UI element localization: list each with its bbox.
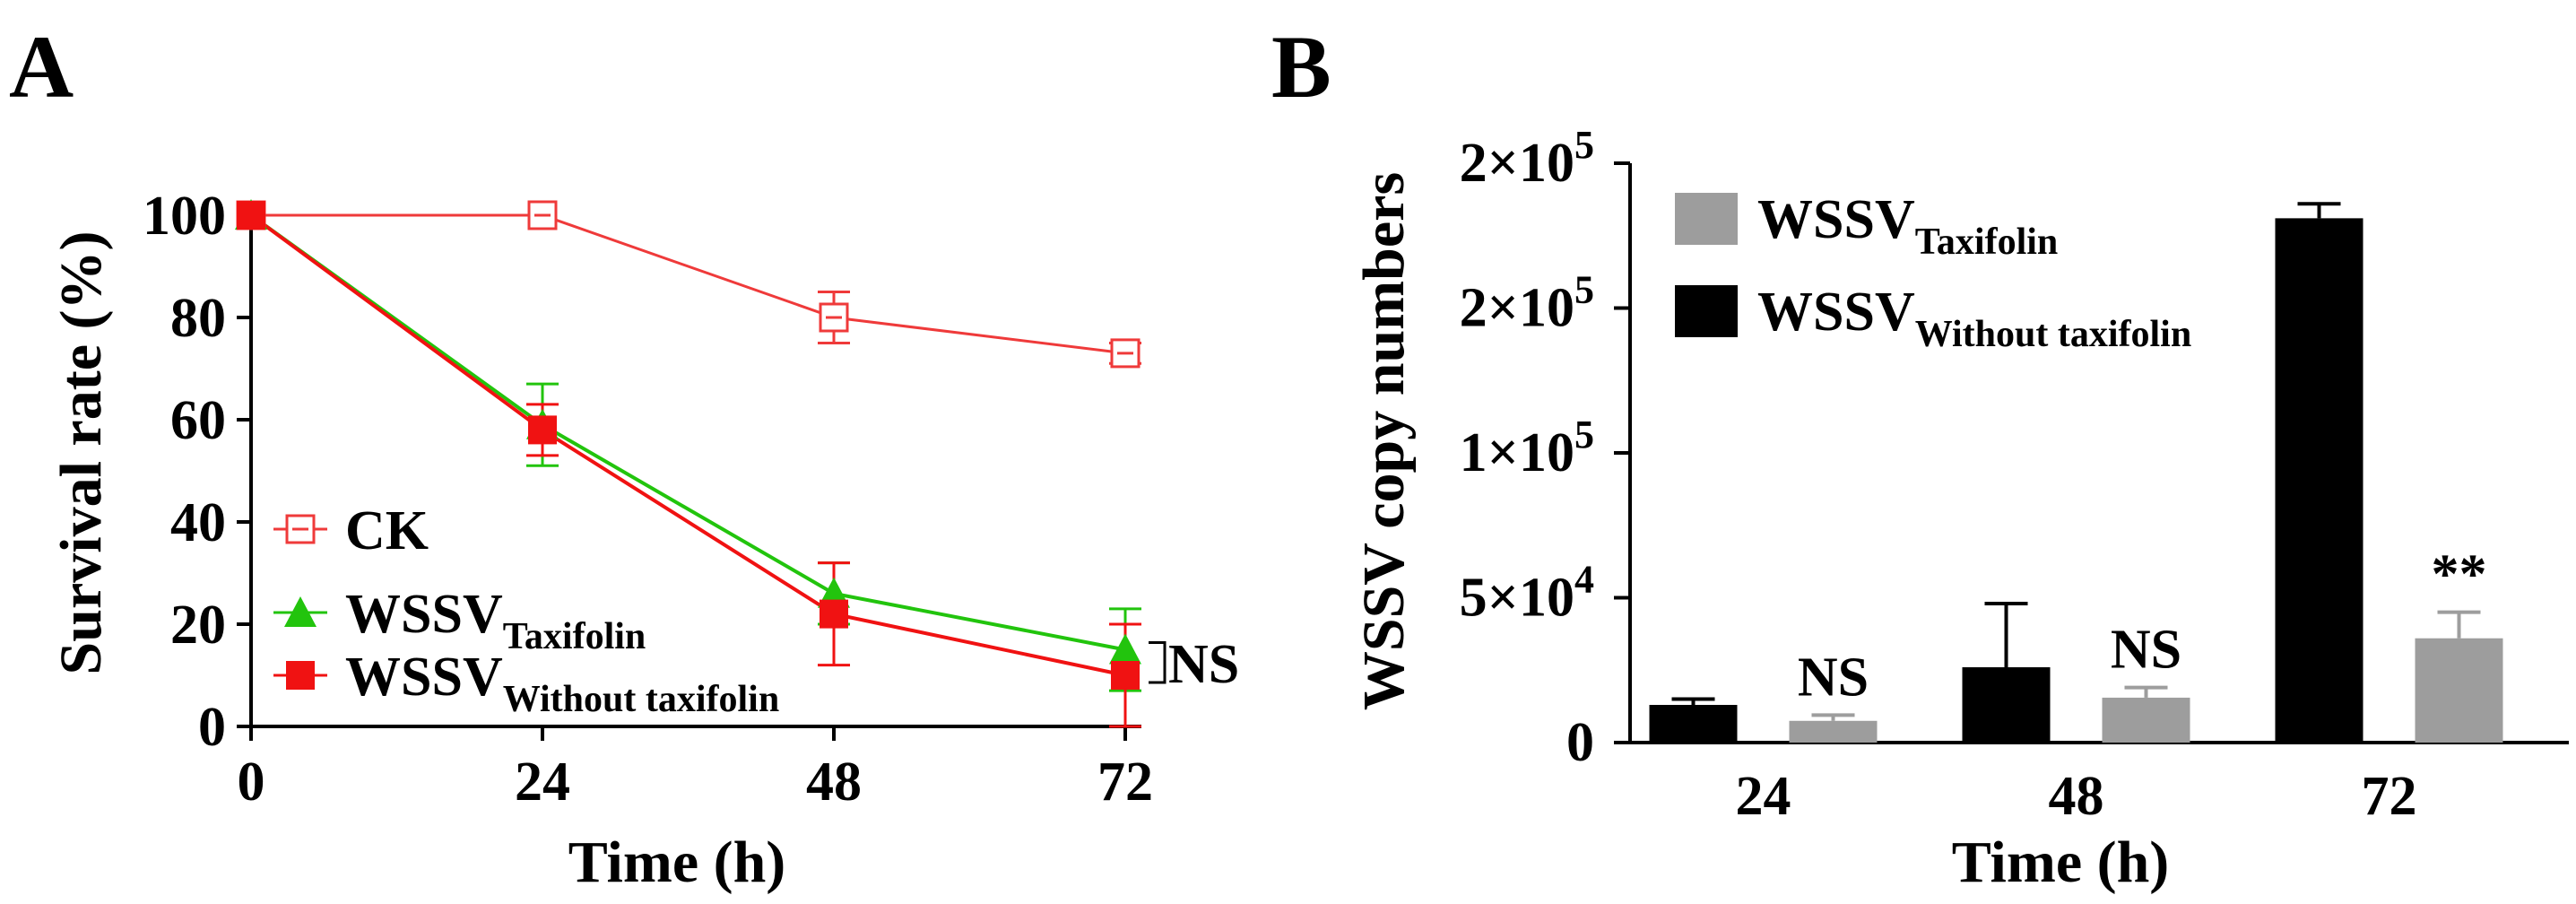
chart-b-y-tick-base: 0 <box>1566 712 1594 773</box>
bar-taxifolin <box>2102 697 2190 743</box>
chart-a-x-tick-label: 24 <box>515 752 570 813</box>
legend-entry-taxifolin: WSSVTaxifolin <box>1675 189 2058 263</box>
legend-label-without-taxifolin: WSSVWithout taxifolin <box>345 647 779 720</box>
data-point-ck <box>819 302 849 333</box>
series-line-taxifolin <box>249 213 1126 652</box>
ns-bracket <box>1149 641 1167 684</box>
legend-marker-ck <box>285 514 316 544</box>
chart-b-y-tick-exponent: 5 <box>1574 268 1594 312</box>
chart-b-y-tick-base: 5×10 <box>1460 568 1574 629</box>
significance-label: NS <box>2111 620 2181 681</box>
data-point-without-taxifolin <box>820 599 848 629</box>
series-line-without-taxifolin <box>249 213 1126 677</box>
data-point-taxifolin <box>1109 633 1141 665</box>
chart-b-y-tick-label: 5×104 <box>1460 558 1594 629</box>
legend-label-taxifolin-subscript: Taxifolin <box>503 616 646 657</box>
legend-label-taxifolin: WSSVTaxifolin <box>345 584 646 657</box>
chart-a-y-tick-label: 20 <box>170 595 226 656</box>
legend-marker-taxifolin <box>284 596 317 627</box>
chart-b-y-tick-exponent: 4 <box>1574 558 1594 602</box>
legend-label-without-taxifolin-subscript: Without taxifolin <box>1915 314 2191 355</box>
chart-b-y-tick-base: 1×10 <box>1460 422 1574 483</box>
panel-a-letter: A <box>9 17 74 117</box>
chart-a-y-tick-label: 80 <box>170 288 226 349</box>
chart-a-x-tick-label: 0 <box>238 752 265 813</box>
legend-swatch-without-taxifolin <box>1675 285 1738 337</box>
legend-label-without-taxifolin-subscript: Without taxifolin <box>503 679 779 720</box>
legend-label-without-taxifolin: WSSVWithout taxifolin <box>1757 282 2191 355</box>
legend-label-taxifolin-main: WSSV <box>345 584 503 645</box>
legend-label-taxifolin: WSSVTaxifolin <box>1757 189 2058 263</box>
legend-label-without-taxifolin-main: WSSV <box>345 647 503 708</box>
legend-entry-without-taxifolin: WSSVWithout taxifolin <box>1675 282 2191 355</box>
legend-label-taxifolin-main: WSSV <box>1757 189 1915 250</box>
ns-annotation: NS <box>1168 634 1239 695</box>
chart-a-y-tick-label: 40 <box>170 492 226 553</box>
chart-b-y-tick-label: 0 <box>1566 712 1594 773</box>
chart-b-y-axis-title: WSSV copy numbers <box>1351 172 1417 710</box>
bar-without-taxifolin <box>2275 218 2364 743</box>
survival-chart: Survival rate (%) Time (h) 0 24 48 72 0 20 40 6… <box>48 186 1239 895</box>
significance-label: NS <box>1798 647 1869 708</box>
chart-a-y-tick-label: 60 <box>170 390 226 451</box>
bar-taxifolin <box>1789 720 1878 743</box>
chart-a-x-tick-label: 48 <box>806 752 862 813</box>
legend-label-ck-main: CK <box>345 500 429 561</box>
panel-b-letter: B <box>1271 17 1331 117</box>
legend-label-taxifolin-subscript: Taxifolin <box>1915 222 2059 263</box>
data-point-without-taxifolin <box>237 201 265 230</box>
chart-b-y-tick-label: 2×105 <box>1460 123 1594 194</box>
data-point-without-taxifolin <box>528 415 557 445</box>
bar-without-taxifolin <box>1649 705 1738 743</box>
series-line-ck <box>251 213 1126 355</box>
data-point-without-taxifolin <box>1111 661 1140 690</box>
chart-b-y-tick-label: 1×105 <box>1460 413 1594 483</box>
chart-a-y-tick-label: 100 <box>143 186 226 247</box>
viral-load-chart: WSSV copy numbers Time (h) 05×1041×1052×… <box>1351 123 2569 895</box>
legend-entry-taxifolin: WSSVTaxifolin <box>273 584 646 657</box>
bar-taxifolin <box>2415 638 2503 743</box>
chart-b-y-tick-exponent: 5 <box>1574 413 1594 456</box>
legend-swatch-taxifolin <box>1675 193 1738 245</box>
chart-a-x-tick-label: 72 <box>1097 752 1153 813</box>
legend-marker-without-taxifolin <box>286 661 315 690</box>
legend-entry-ck: CK <box>273 500 429 561</box>
legend-entry-without-taxifolin: WSSVWithout taxifolin <box>273 647 779 720</box>
chart-b-x-tick-label: 72 <box>2362 766 2417 827</box>
bar-without-taxifolin <box>1962 667 2051 743</box>
chart-b-y-tick-label: 2×105 <box>1460 268 1594 339</box>
chart-a-y-tick-label: 0 <box>198 697 226 758</box>
chart-a-y-axis-title: Survival rate (%) <box>48 231 114 675</box>
chart-a-x-axis-title: Time (h) <box>568 830 786 895</box>
chart-b-y-tick-base: 2×10 <box>1460 278 1574 339</box>
chart-b-x-tick-label: 24 <box>1736 766 1791 827</box>
chart-b-y-tick-base: 2×10 <box>1460 133 1574 194</box>
chart-b-y-tick-exponent: 5 <box>1574 123 1594 167</box>
chart-b-x-tick-label: 48 <box>2049 766 2104 827</box>
legend-label-ck: CK <box>345 500 429 561</box>
significance-label: ** <box>2432 544 2487 605</box>
legend-label-without-taxifolin-main: WSSV <box>1757 282 1915 343</box>
chart-b-x-axis-title: Time (h) <box>1952 830 2170 895</box>
